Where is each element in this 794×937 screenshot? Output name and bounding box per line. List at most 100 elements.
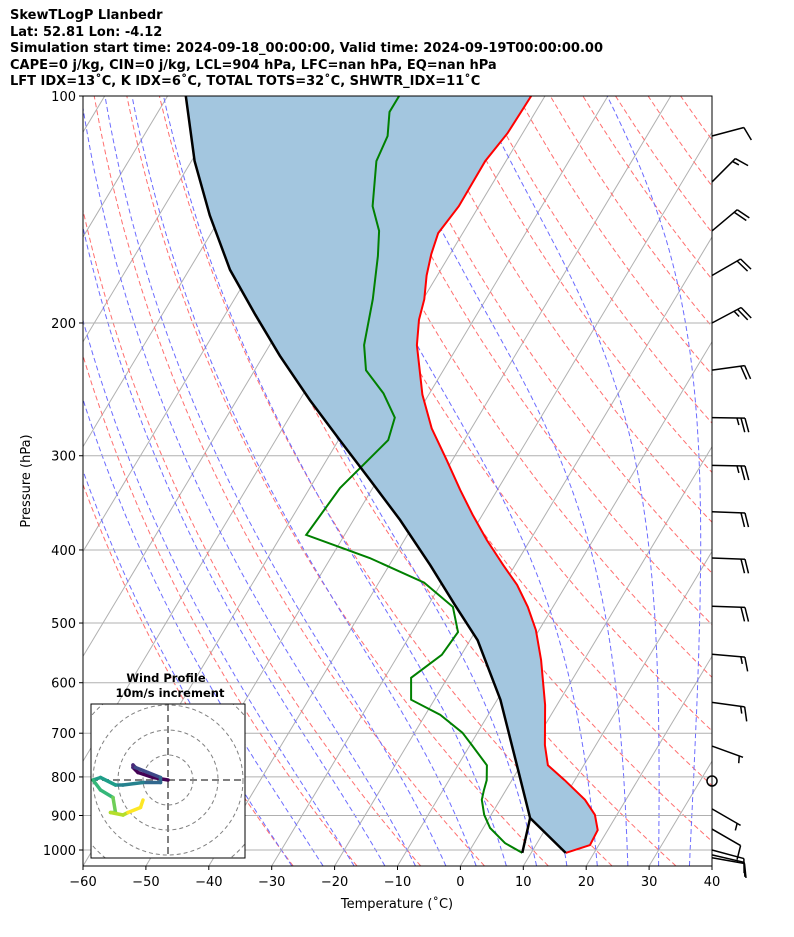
wind-barb [711,653,749,672]
dry-adiabat-line [83,354,358,866]
wind-barb [711,605,750,622]
parcel-temperature-shading [185,96,598,853]
wind-barb [711,557,750,574]
barb-half-feather [734,823,738,831]
hodograph-frame [90,703,246,859]
isotherm-line [522,550,712,866]
barb-feather [744,512,750,528]
barb-half-feather [737,755,740,764]
barb-feather [740,607,746,622]
x-tick-label: −40 [195,875,222,890]
dry-adiabat-line [452,96,712,474]
barb-staff [711,605,746,609]
x-tick-label: 0 [456,875,464,890]
isotherm-line [83,96,231,343]
barb-feather [736,209,750,219]
hodograph-segment [146,770,163,780]
wind-barb [711,157,749,183]
wind-barb [711,416,750,433]
barb-staff [711,808,741,827]
y-tick-label: 700 [51,727,76,742]
barb-feather [740,306,752,319]
lcl-mixing-line [521,817,532,854]
dry-adiabat-line [484,96,712,424]
dry-adiabat-line [386,96,712,574]
barb-staff [711,306,742,324]
isotherm-line [648,760,712,866]
hodograph-segment [111,795,118,815]
barb-half-feather [732,160,740,166]
barb-feather [743,706,748,722]
wind-barb [711,126,753,141]
barb-feather [744,465,750,481]
barb-feather [744,656,749,672]
isotherm-line [459,445,712,866]
chart-title-block: SkewTLogP Llanbedr Lat: 52.81 Lon: -4.12… [10,8,603,91]
dry-adiabat-line [647,96,712,187]
dewpoint-line [304,96,523,854]
x-tick-label: 40 [704,875,721,890]
index-line: LFT IDX=13˚C, K IDX=6˚C, TOTAL TOTS=32˚C… [10,74,481,89]
x-tick-label: −50 [132,875,159,890]
wind-barb [711,209,750,232]
barb-feather [734,157,749,167]
x-tick-label: −30 [258,875,285,890]
moist-adiabat-line [163,96,507,866]
dry-adiabat-line [321,96,712,678]
wind-barb [711,701,748,722]
x-tick-label: −60 [69,875,96,890]
hodograph-segment [98,788,115,800]
barb-feather [744,559,750,574]
barb-half-feather [736,417,740,426]
moist-adiabat-line [378,96,629,866]
time-line: Simulation start time: 2024-09-18_00:00:… [10,41,603,56]
barb-staff [711,854,745,864]
moist-adiabat-line [83,397,324,866]
barb-staff [711,745,744,759]
dry-adiabat-line [419,96,712,524]
barb-staff [711,464,746,467]
isotherm-line [83,96,169,238]
y-tick-label: 300 [51,450,76,465]
barb-feather [740,558,746,574]
dry-adiabat-line [582,96,712,281]
chart-title: SkewTLogP Llanbedr [10,8,163,23]
profiles [184,96,599,854]
wind-barb [711,857,747,879]
moist-adiabat-line [606,96,702,866]
x-tick-label: −10 [384,875,411,890]
y-tick-label: 100 [51,90,76,105]
moist-adiabat-line [83,469,293,866]
moist-adiabat-line [83,225,386,866]
x-tick-label: 20 [578,875,595,890]
barb-staff [711,158,736,183]
barb-staff [711,849,745,860]
barb-half-feather [736,465,740,474]
barb-staff [711,364,745,371]
hodograph-segment [91,778,103,792]
barb-half-feather [733,310,740,318]
x-axis-label: Temperature (˚C) [340,896,453,912]
barb-staff [711,209,738,232]
dry-adiabat-line [615,96,712,234]
wind-barb [711,364,752,380]
hodograph-segment [126,805,143,815]
wind-barb [711,258,752,277]
barb-feather [740,512,746,528]
wind-barb [711,464,750,481]
barb-half-feather [740,656,744,665]
dry-adiabat-line [549,96,712,328]
dry-adiabat-line [680,96,712,141]
barb-feather [743,365,752,380]
wind-barbs [706,126,753,879]
hodograph-segment [138,798,145,810]
x-tick-label: −20 [321,875,348,890]
barb-feather [736,260,749,272]
barb-staff [711,701,745,708]
wind-barb [711,511,750,528]
barb-staff [711,653,745,658]
barb-staff [711,557,746,560]
hodograph-inset: Wind Profile 10m/s increment [90,671,246,859]
